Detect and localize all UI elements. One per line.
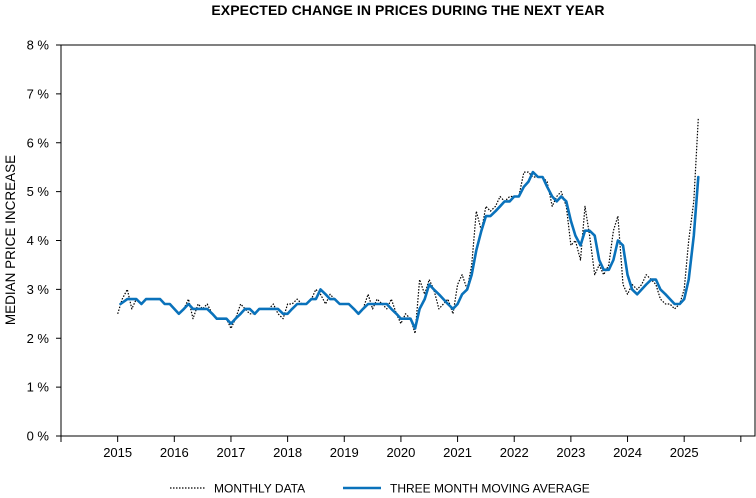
y-tick-label: 2 % [27,331,50,346]
x-tick-label: 2019 [330,445,359,460]
y-tick-label: 3 % [27,282,50,297]
y-tick-label: 7 % [27,86,50,101]
x-tick-label: 2017 [216,445,245,460]
moving-average-line [119,170,700,330]
y-tick-label: 4 % [27,233,50,248]
y-tick-label: 0 % [27,429,50,444]
x-tick-label: 2023 [556,445,585,460]
x-tick-label: 2016 [160,445,189,460]
x-tick-label: 2018 [273,445,302,460]
legend-label-moving-average: THREE MONTH MOVING AVERAGE [390,482,590,496]
y-tick-label: 8 % [27,38,50,53]
chart-title: EXPECTED CHANGE IN PRICES DURING THE NEX… [211,2,605,18]
x-axis: 2015 2016 2017 2018 2019 2020 2021 2022 2023 2024… [60,436,742,460]
x-tick-label: 2015 [103,445,132,460]
x-tick-label: 2025 [670,445,699,460]
plot-area-frame [60,44,756,437]
x-tick-label: 2020 [386,445,415,460]
x-tick-label: 2024 [613,445,642,460]
y-axis-title: MEDIAN PRICE INCREASE [3,155,18,325]
y-tick-label: 1 % [27,380,50,395]
legend: MONTHLY DATA THREE MONTH MOVING AVERAGE [170,482,590,496]
y-tick-label: 5 % [27,184,50,199]
y-axis: 0 % 1 % 2 % 3 % 4 % 5 % 6 % 7 % 8 % [27,38,61,444]
x-tick-label: 2022 [500,445,529,460]
y-tick-label: 6 % [27,135,50,150]
x-tick-label: 2021 [443,445,472,460]
legend-label-monthly: MONTHLY DATA [214,482,305,496]
monthly-data-line [117,118,699,334]
series-layer [117,118,700,334]
